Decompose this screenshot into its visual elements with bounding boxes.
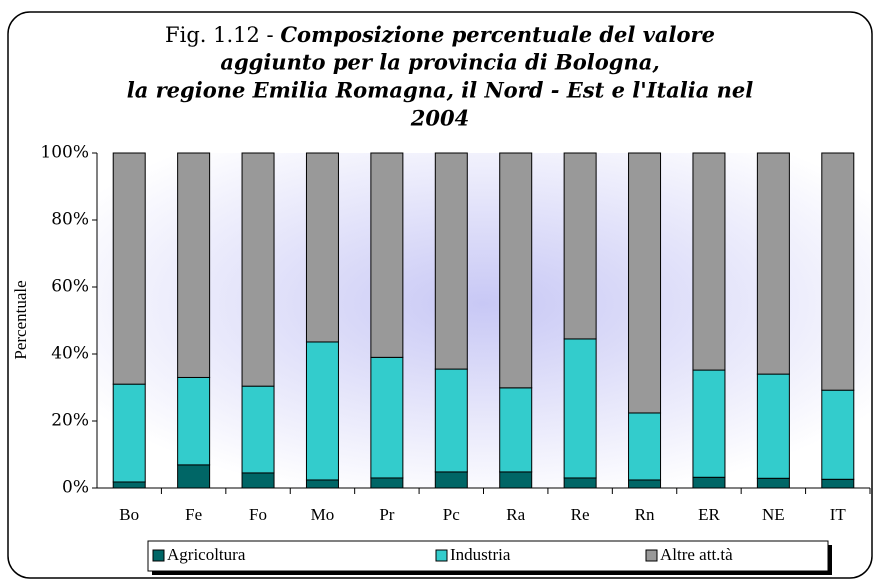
bar-segment — [112, 383, 146, 483]
bar-segment — [499, 152, 533, 389]
bar-segment — [434, 471, 468, 489]
y-tick-label: 40% — [51, 344, 89, 364]
bar-segment — [370, 477, 404, 489]
legend-swatch — [435, 549, 448, 562]
x-tick-label: Pc — [443, 505, 460, 524]
bar-segment — [563, 477, 597, 489]
legend-label: Altre att.tà — [660, 545, 733, 564]
x-tick-label: Mo — [311, 505, 335, 524]
title-line: 2004 — [410, 106, 469, 131]
x-tick-label: Rn — [635, 505, 655, 524]
bar-segment — [563, 338, 597, 479]
title-line: aggiunto per la provincia di Bologna, — [220, 50, 659, 75]
y-tick-label: 20% — [51, 411, 89, 431]
bar-segment — [821, 389, 855, 480]
x-tick-label: NE — [762, 505, 785, 524]
x-tick-label: Ra — [506, 505, 525, 524]
bar-segment — [692, 152, 726, 371]
bar-segment — [305, 152, 339, 343]
bar-segment — [563, 152, 597, 340]
x-tick-label: Bo — [119, 505, 139, 524]
legend — [147, 540, 829, 572]
bar-segment — [821, 152, 855, 391]
bar-segment — [305, 479, 339, 489]
title-line: la regione Emilia Romagna, il Nord - Est… — [127, 78, 754, 103]
legend-swatch — [645, 549, 658, 562]
x-tick-label: Pr — [379, 505, 394, 524]
y-axis-label: Percentuale — [11, 280, 30, 359]
title-line: Composizione percentuale del valore — [280, 22, 715, 47]
bar-segment — [241, 472, 275, 489]
bar-segment — [241, 152, 275, 387]
bar-segment — [499, 471, 533, 489]
legend-label: Agricoltura — [167, 545, 246, 564]
bar-segment — [821, 478, 855, 489]
y-tick-label: 100% — [40, 143, 89, 163]
bar-segment — [692, 369, 726, 478]
legend-swatch — [152, 549, 165, 562]
bar-segment — [756, 152, 790, 375]
chart-title: Fig. 1.12 - Composizione percentuale del… — [165, 22, 715, 47]
bar-segment — [112, 481, 146, 489]
x-tick-label: Fe — [185, 505, 202, 524]
bar-segment — [241, 385, 275, 474]
bar-segment — [177, 464, 211, 489]
title-prefix: Fig. 1.12 - — [165, 23, 280, 47]
x-tick-label: IT — [830, 505, 847, 524]
y-tick-label: 60% — [51, 277, 89, 297]
bar-segment — [112, 152, 146, 385]
bar-segment — [305, 341, 339, 481]
bar-segment — [628, 479, 662, 489]
bar-segment — [370, 152, 404, 358]
bar-segment — [434, 152, 468, 370]
x-tick-label: Fo — [249, 505, 267, 524]
x-tick-label: ER — [698, 505, 720, 524]
bar-segment — [692, 476, 726, 489]
bar-segment — [499, 387, 533, 473]
bar-segment — [756, 373, 790, 479]
bar-segment — [177, 152, 211, 378]
y-tick-label: 80% — [51, 210, 89, 230]
bar-segment — [434, 368, 468, 473]
y-tick-label: 0% — [62, 478, 89, 498]
x-tick-label: Re — [571, 505, 590, 524]
legend-label: Industria — [450, 545, 511, 564]
bar-segment — [370, 356, 404, 479]
bar-segment — [756, 477, 790, 489]
bar-segment — [628, 152, 662, 414]
plot-area — [97, 153, 870, 488]
bar-segment — [177, 376, 211, 466]
bar-segment — [628, 412, 662, 481]
